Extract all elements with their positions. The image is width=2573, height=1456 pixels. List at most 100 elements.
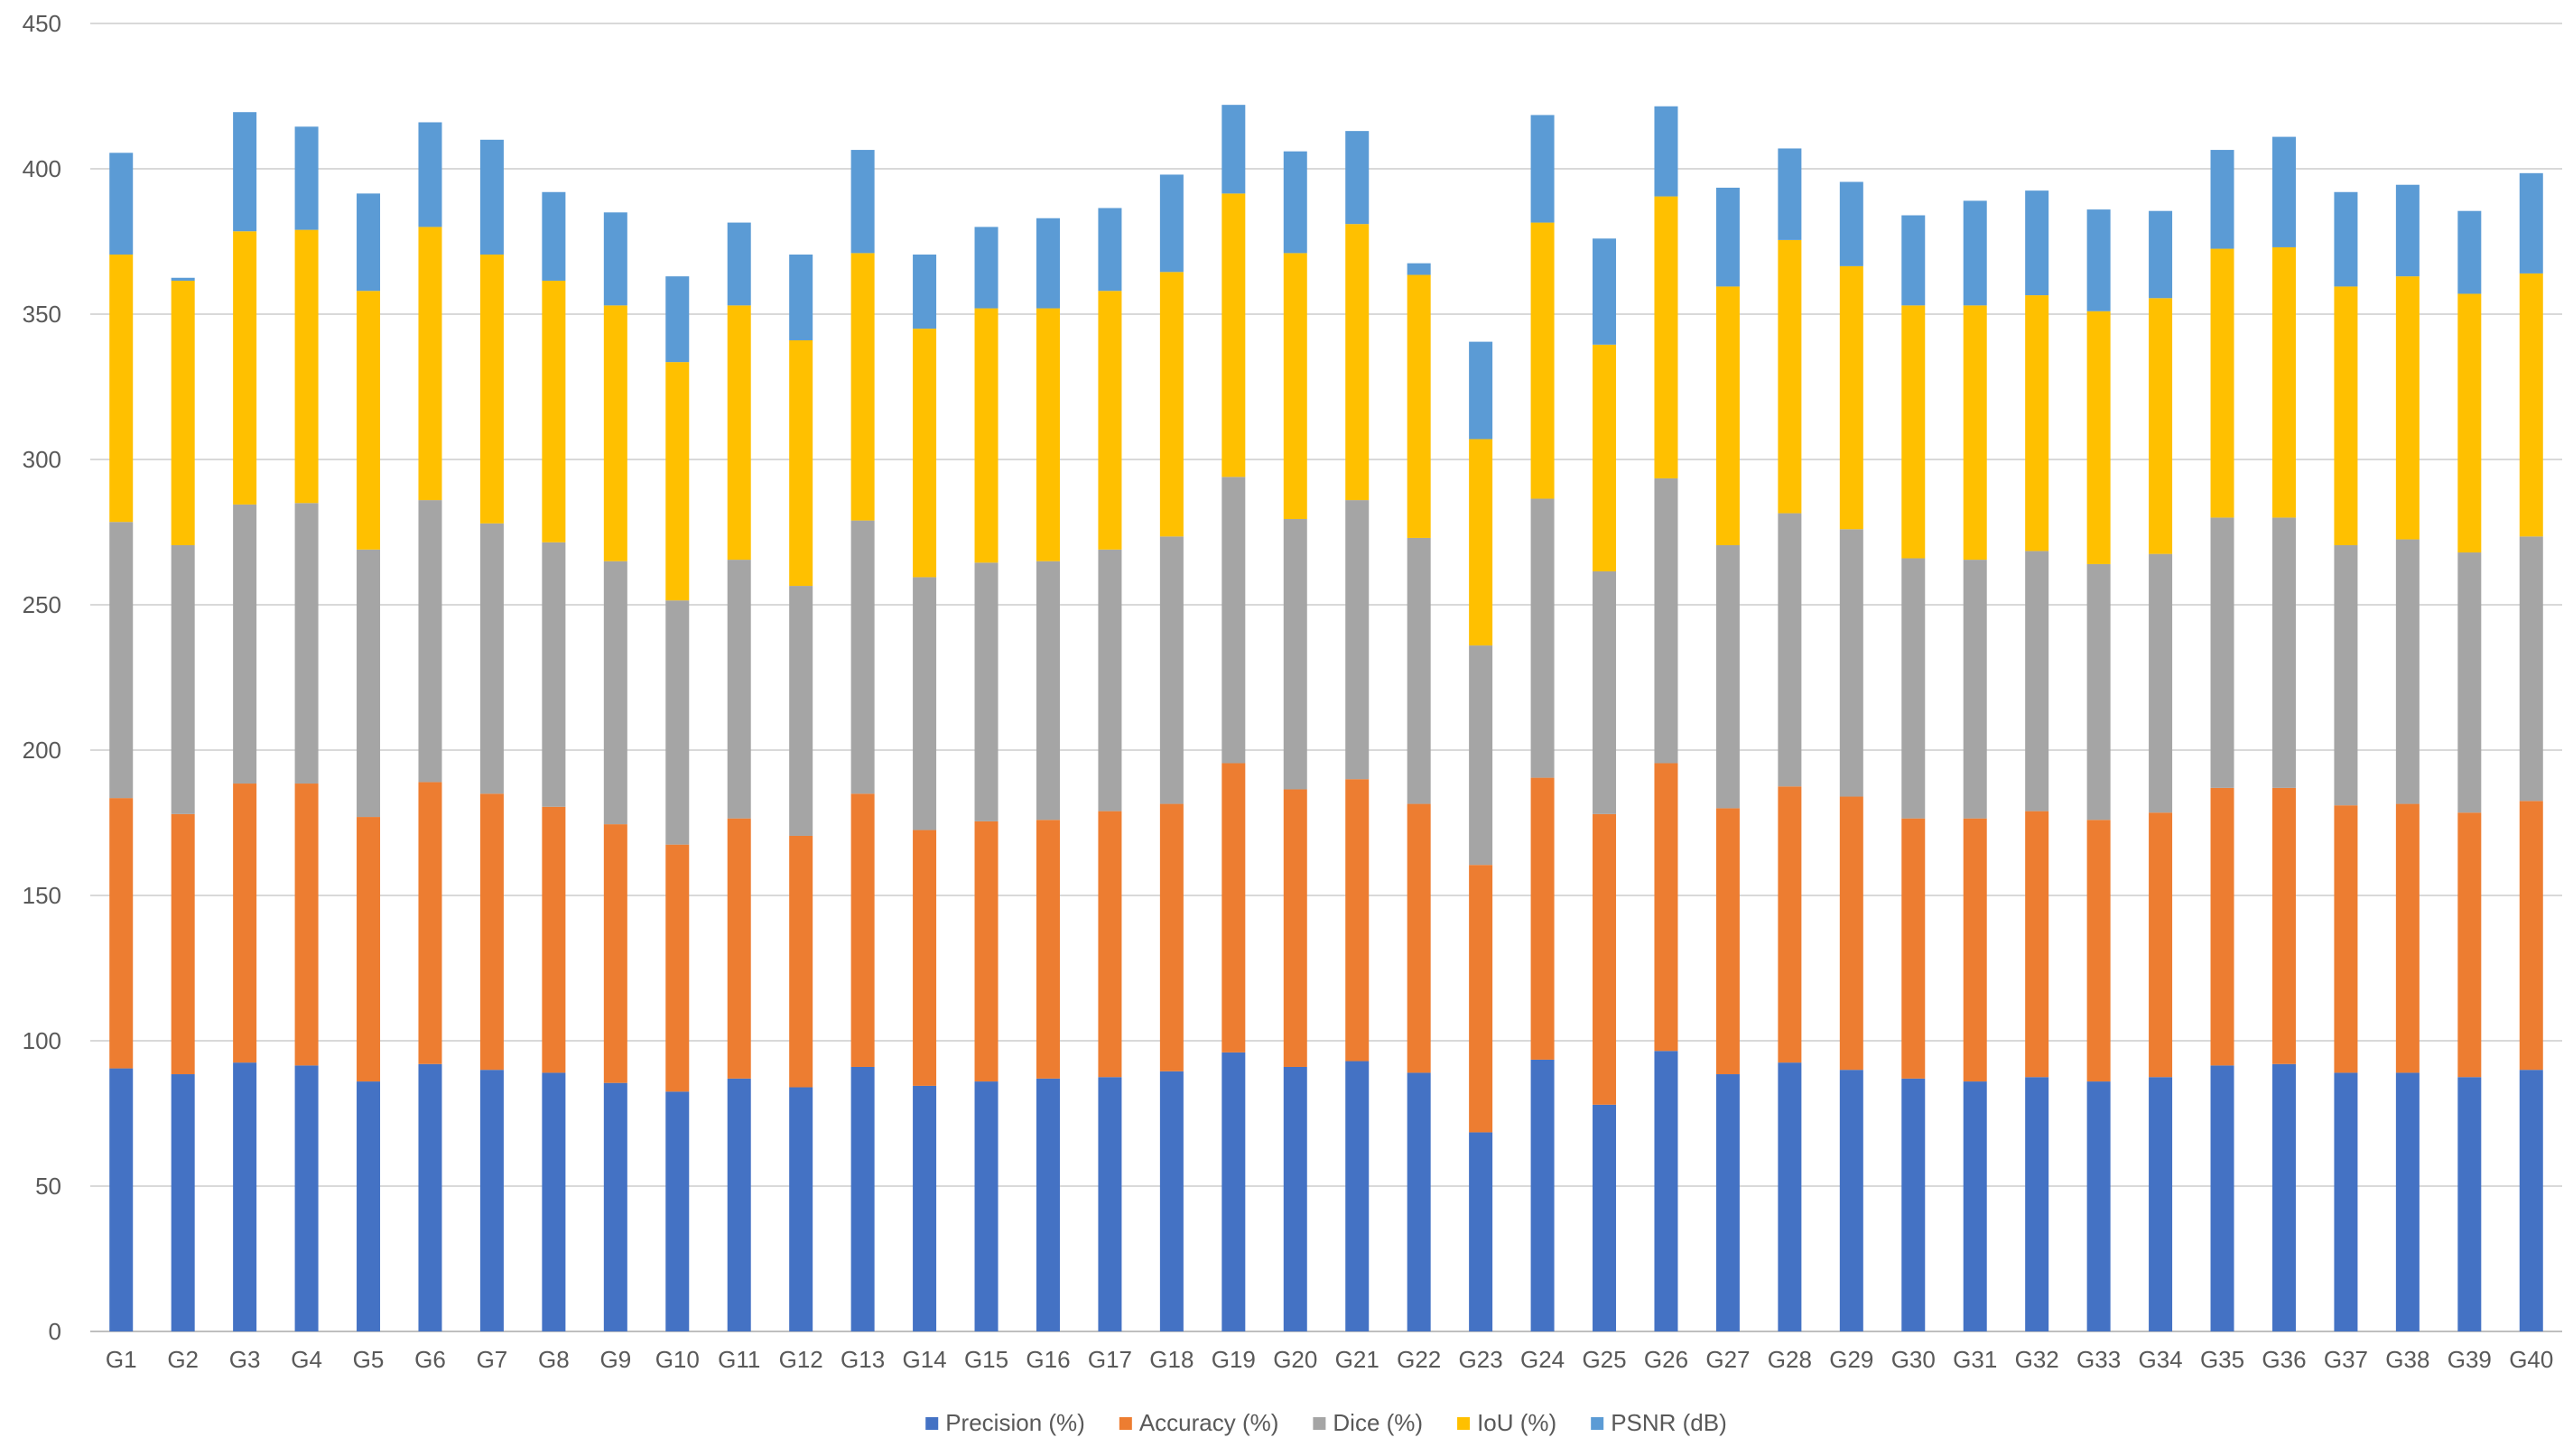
- bar-segment: [2395, 539, 2420, 804]
- bar-segment: [233, 231, 257, 505]
- bar-segment: [1098, 1077, 1122, 1331]
- bar-segment: [1469, 439, 1493, 646]
- bar-segment: [1530, 498, 1555, 778]
- bar-segment: [1036, 308, 1060, 561]
- bar-segment: [727, 1078, 751, 1331]
- bar-segment: [1715, 808, 1740, 1075]
- bar-segment: [1963, 560, 1987, 819]
- bar-segment: [2334, 286, 2358, 545]
- bar-segment: [2271, 246, 2296, 518]
- bar-segment: [2271, 787, 2296, 1064]
- bar-segment: [2210, 150, 2234, 249]
- bar-segment: [357, 549, 381, 818]
- bar-segment: [2210, 787, 2234, 1066]
- bar-segment: [603, 305, 627, 561]
- bar-segment: [1345, 779, 1370, 1062]
- bar-segment: [1715, 1074, 1740, 1331]
- x-tick-label: G8: [538, 1346, 570, 1373]
- bar-segment: [2086, 209, 2111, 311]
- x-tick-label: G35: [2200, 1346, 2244, 1373]
- bar-segment: [2271, 517, 2296, 788]
- bar-segment: [603, 824, 627, 1083]
- legend-swatch: [1119, 1417, 1132, 1430]
- x-tick-label: G33: [2076, 1346, 2121, 1373]
- bar-segment: [1098, 811, 1122, 1078]
- bar-segment: [603, 561, 627, 825]
- bar-segment: [2457, 293, 2482, 553]
- bar-segment: [1407, 1072, 1431, 1331]
- bar-segment: [294, 503, 319, 784]
- bar-segment: [1036, 1078, 1060, 1331]
- bar-segment: [1283, 151, 1307, 254]
- bar-segment: [789, 254, 813, 340]
- y-tick-label: 200: [23, 737, 61, 764]
- x-tick-label: G12: [779, 1346, 823, 1373]
- bar-segment: [1283, 1066, 1307, 1331]
- x-tick-label: G10: [655, 1346, 700, 1373]
- x-tick-label: G23: [1459, 1346, 1503, 1373]
- bar-segment: [2271, 136, 2296, 247]
- bar-segment: [1654, 106, 1678, 197]
- x-tick-label: G39: [2448, 1346, 2492, 1373]
- bar-segment: [603, 212, 627, 306]
- bar-segment: [1345, 1061, 1370, 1331]
- bar-segment: [1901, 305, 1926, 559]
- bar-segment: [1963, 1081, 1987, 1331]
- bar-segment: [1839, 265, 1863, 530]
- bar-segment: [2395, 276, 2420, 540]
- bar-segment: [2210, 517, 2234, 788]
- bar-segment: [171, 544, 195, 814]
- bar-segment: [1778, 148, 1802, 240]
- bar-segment: [233, 1062, 257, 1331]
- bar-segment: [974, 562, 999, 821]
- bar-segment: [2210, 248, 2234, 518]
- bar-segment: [1654, 1051, 1678, 1331]
- bar-segment: [171, 280, 195, 545]
- bar-segment: [357, 193, 381, 292]
- bar-segment: [2519, 273, 2543, 537]
- x-tick-label: G9: [599, 1346, 631, 1373]
- bar-segment: [913, 830, 937, 1086]
- bar-segment: [2149, 210, 2173, 299]
- bar-segment: [1530, 115, 1555, 223]
- bar-segment: [1469, 341, 1493, 440]
- x-tick-label: G16: [1026, 1346, 1070, 1373]
- y-axis-tick-labels: 0 50 100 150 200 250 300 350 400 450: [23, 10, 61, 1345]
- bar-segment: [1963, 818, 1987, 1082]
- y-tick-label: 150: [23, 882, 61, 909]
- x-tick-label: G30: [1891, 1346, 1936, 1373]
- bar-segment: [542, 806, 566, 1073]
- bar-segment: [974, 308, 999, 563]
- bar-segment: [109, 522, 134, 799]
- bar-segment: [789, 835, 813, 1088]
- bar-segment: [1159, 174, 1184, 273]
- bar-segment: [418, 122, 442, 227]
- bar-segment: [418, 782, 442, 1064]
- bar-segment: [479, 1070, 504, 1331]
- bar-segment: [1159, 803, 1184, 1071]
- x-tick-label: G32: [2015, 1346, 2059, 1373]
- x-tick-label: G20: [1273, 1346, 1317, 1373]
- x-tick-label: G17: [1088, 1346, 1132, 1373]
- bar-segment: [850, 150, 875, 254]
- bar-segment: [1221, 763, 1246, 1053]
- bar-segment: [2025, 811, 2049, 1078]
- x-tick-label: G2: [167, 1346, 199, 1373]
- bar-segment: [665, 844, 690, 1092]
- bar-segment: [1469, 865, 1493, 1133]
- bar-segment: [542, 280, 566, 543]
- bar-segment: [479, 523, 504, 794]
- bar-segment: [850, 520, 875, 794]
- bar-segment: [1283, 253, 1307, 520]
- bar-segment: [1469, 645, 1493, 866]
- bar-segment: [294, 784, 319, 1066]
- x-tick-label: G5: [353, 1346, 385, 1373]
- legend-swatch: [1313, 1417, 1326, 1430]
- x-tick-label: G27: [1705, 1346, 1750, 1373]
- bar-segment: [2271, 1063, 2296, 1331]
- bar-segment: [1593, 813, 1617, 1105]
- y-tick-label: 100: [23, 1027, 61, 1054]
- bar-segment: [1345, 224, 1370, 501]
- bar-segment: [1715, 544, 1740, 809]
- y-tick-label: 400: [23, 155, 61, 182]
